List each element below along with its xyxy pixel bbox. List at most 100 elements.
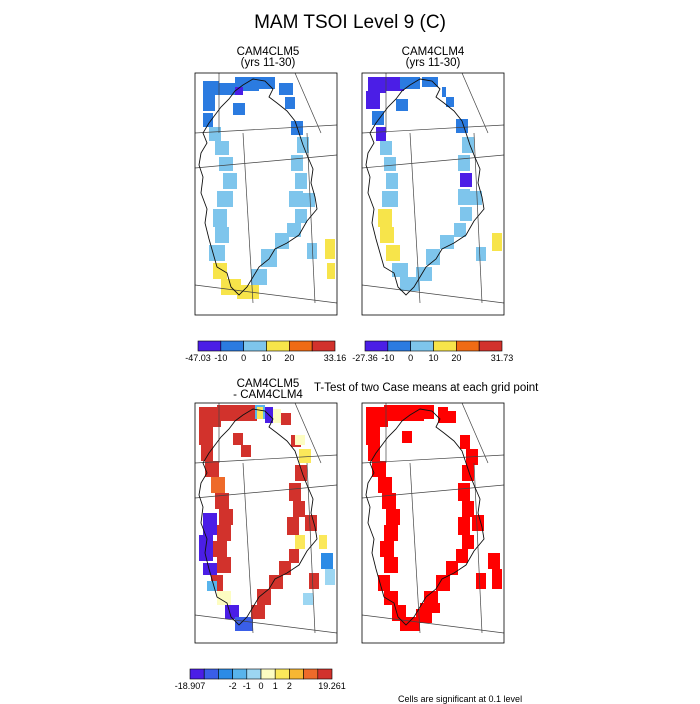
- colorbar-tick-label: -18.907: [175, 681, 206, 691]
- grid-cell: [257, 77, 275, 89]
- grid-cell: [309, 573, 319, 589]
- panel2-colorbar: -27.36 -10 0 10 20 31.73: [352, 340, 513, 363]
- grid-cell: [327, 263, 335, 279]
- map-frame: [194, 72, 338, 316]
- grid-cell: [492, 569, 502, 589]
- grid-cells: [199, 405, 335, 631]
- grid-cell: [305, 515, 317, 531]
- grid-cell: [380, 541, 394, 557]
- grid-cell: [233, 433, 243, 445]
- colorbar-tick-label: -27.36: [352, 353, 378, 363]
- panel2-title: CAM4CLM4 (yrs 11-30): [343, 46, 523, 69]
- grid-cell: [454, 223, 466, 237]
- grid-cell: [462, 465, 474, 481]
- map-frame: [361, 402, 505, 644]
- colorbar-tick-label: -1: [243, 681, 251, 691]
- grid-cell: [219, 509, 233, 525]
- grid-cell: [458, 517, 470, 535]
- panel3-title-line1: CAM4CLM5: [236, 378, 300, 390]
- panel2-title-line2: (yrs 11-30): [405, 57, 461, 69]
- grid-cell: [303, 193, 315, 207]
- grid-cell: [209, 127, 221, 141]
- colorbar-tick-label: 19.261: [318, 681, 346, 691]
- grid-cell: [376, 127, 386, 141]
- grid-cell: [295, 173, 307, 189]
- grid-cells: [366, 77, 502, 291]
- grid-cell: [462, 535, 474, 549]
- colorbar-swatch: [289, 668, 304, 680]
- grid-cell: [400, 277, 420, 291]
- grid-cell: [382, 493, 396, 509]
- colorbar-tick-label: 10: [261, 353, 271, 363]
- grid-cell: [199, 407, 221, 427]
- grid-cell: [269, 575, 283, 589]
- grid-cell: [384, 157, 396, 171]
- panel1-title: CAM4CLM5 (yrs 11-30): [178, 46, 358, 69]
- grid-cell: [201, 445, 213, 461]
- grid-cell: [251, 605, 265, 619]
- grid-cell: [211, 477, 225, 493]
- grid-cell: [384, 591, 398, 605]
- map-grid-lines: [361, 72, 505, 304]
- grid-cell: [257, 407, 263, 419]
- grid-cell: [325, 569, 335, 585]
- grid-cell: [203, 513, 217, 535]
- grid-cell: [233, 103, 245, 115]
- coastline: [365, 78, 485, 296]
- grid-cell: [422, 77, 438, 87]
- grid-cell: [438, 407, 448, 423]
- grid-cell: [420, 603, 428, 615]
- grid-cell: [382, 191, 398, 207]
- grid-cell: [366, 407, 388, 427]
- grid-cell: [384, 557, 398, 573]
- grid-cell: [470, 191, 482, 205]
- grid-cell: [426, 249, 440, 265]
- panel3-colorbar: -18.907 -2 -1 0 1 2 19.261: [175, 668, 346, 691]
- grid-cell: [273, 409, 281, 423]
- grid-cell: [440, 235, 454, 249]
- grid-cell: [303, 593, 313, 605]
- colorbar-swatch: [456, 340, 480, 352]
- grid-cell: [368, 445, 380, 461]
- grid-cell: [279, 83, 293, 95]
- colorbar-tick-label: -10: [381, 353, 394, 363]
- colorbar-swatch: [232, 668, 248, 680]
- grid-cell: [213, 541, 227, 557]
- grid-cell: [378, 209, 392, 227]
- colorbar-tick-label: 1: [273, 681, 278, 691]
- grid-cell: [458, 483, 470, 501]
- grid-cell: [366, 91, 380, 109]
- grid-cell: [213, 263, 227, 279]
- grid-cell: [203, 113, 213, 127]
- grid-cell: [460, 435, 470, 449]
- grid-cell: [386, 173, 398, 189]
- grid-cell: [291, 155, 303, 171]
- panel1-map: [194, 72, 338, 316]
- grid-cell: [223, 173, 237, 189]
- grid-cell: [456, 549, 468, 563]
- colorbar-swatch: [303, 668, 319, 680]
- grid-cell: [460, 207, 472, 221]
- significance-note: Cells are significant at 0.1 level: [398, 694, 523, 704]
- grid-cell: [209, 245, 225, 261]
- grid-cell: [460, 173, 472, 187]
- grid-cell: [366, 425, 380, 445]
- panel3-title: CAM4CLM5 - CAM4CLM4: [178, 378, 358, 401]
- grid-cell: [219, 157, 233, 171]
- grid-cell: [287, 223, 301, 237]
- grid-cell: [448, 411, 456, 423]
- grid-cell: [299, 449, 311, 463]
- panel2-title-line1: CAM4CLM4: [401, 46, 465, 58]
- panel1-title-line1: CAM4CLM5: [236, 46, 300, 58]
- grid-cell: [203, 563, 217, 575]
- colorbar-swatch: [220, 340, 244, 352]
- map-frame: [361, 72, 505, 316]
- colorbar-swatch: [197, 340, 222, 352]
- grid-cell: [368, 77, 386, 93]
- grid-cell: [386, 509, 400, 525]
- panel1-colorbar: -47.03 -10 0 10 20 33.16: [185, 340, 346, 363]
- colorbar-swatch: [317, 668, 333, 680]
- grid-cell: [446, 561, 458, 575]
- grid-cell: [458, 189, 470, 205]
- grid-cell: [215, 493, 229, 509]
